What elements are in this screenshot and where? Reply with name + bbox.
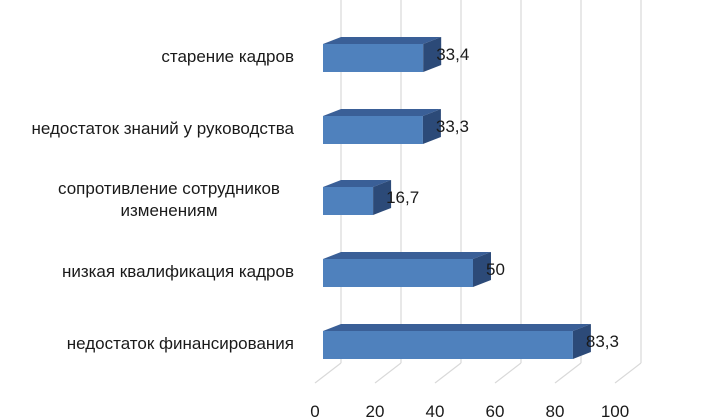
x-axis-ticks: 0 20 40 60 80 100 (310, 402, 629, 420)
bar-top-face (323, 252, 491, 259)
bar (323, 180, 392, 215)
bar-front-face (323, 116, 423, 144)
bar-front-face (323, 187, 374, 215)
data-label: 50 (486, 260, 505, 279)
bar-top-face (323, 109, 441, 116)
tick-label: 20 (366, 402, 385, 420)
category-label: недостаток финансирования (67, 334, 294, 353)
data-label: 33,3 (436, 117, 469, 136)
floor-gridline (314, 362, 342, 384)
tick-label: 80 (546, 402, 565, 420)
tick-label: 40 (426, 402, 445, 420)
floor-gridline (374, 362, 402, 384)
bar-front-face (323, 331, 573, 359)
category-labels: старение кадров недостаток знаний у руков… (32, 47, 295, 353)
tick-label: 60 (486, 402, 505, 420)
bar-front-face (323, 259, 473, 287)
bar-front-face (323, 44, 424, 72)
bar (323, 37, 442, 72)
bar-side-face (423, 37, 442, 72)
data-label: 83,3 (586, 332, 619, 351)
category-label: изменениям (120, 201, 217, 220)
tick-label: 0 (310, 402, 319, 420)
data-label: 33,4 (436, 45, 469, 64)
category-label: низкая квалификация кадров (62, 262, 294, 281)
bar (323, 252, 491, 287)
bar (323, 324, 591, 359)
category-label: старение кадров (161, 47, 294, 66)
floor-gridline (434, 362, 462, 384)
bar (323, 109, 441, 144)
data-label: 16,7 (386, 188, 419, 207)
bar-top-face (323, 180, 392, 187)
bar-top-face (323, 37, 442, 44)
data-labels: 33,4 33,3 16,7 50 83,3 (386, 45, 619, 351)
tick-label: 100 (601, 402, 629, 420)
category-label: сопротивление сотрудников (58, 179, 280, 198)
bar-side-face (373, 180, 392, 215)
bar-side-face (572, 324, 591, 359)
floor-gridline (554, 362, 582, 384)
bar-side-face (422, 109, 441, 144)
bar-side-face (473, 252, 491, 287)
floor-gridline (614, 362, 642, 384)
category-label: недостаток знаний у руководства (32, 119, 295, 138)
bars (323, 37, 591, 359)
floor-gridline (494, 362, 522, 384)
bar-top-face (323, 324, 591, 331)
